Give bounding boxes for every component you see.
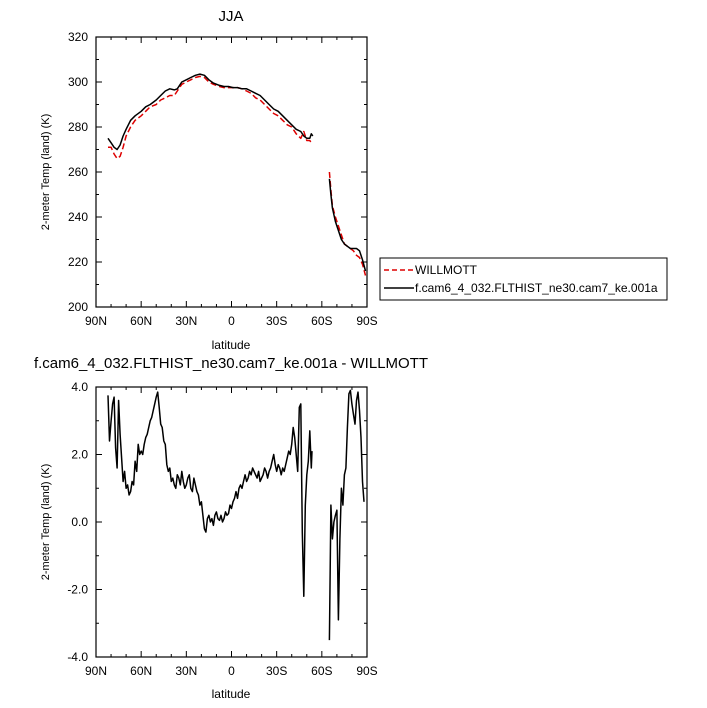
top-x-tick-label: 60S (311, 314, 332, 328)
top-plot-frame (95, 36, 368, 308)
top-chart-title: JJA (218, 8, 243, 25)
top-y-tick-label: 280 (68, 120, 88, 134)
top-y-axis-label: 2-meter Temp (land) (K) (40, 114, 52, 231)
top-x-axis-label: latitude (212, 338, 251, 352)
bottom-tick-marks (95, 386, 368, 658)
bottom-x-tick-label: 30S (266, 664, 287, 678)
top-x-tick-label: 30N (175, 314, 197, 328)
bottom-series-lines (107, 389, 365, 641)
bottom-x-tick-label: 90S (356, 664, 377, 678)
bottom-plot-frame (95, 386, 368, 658)
legend-model-label: f.cam6_4_032.FLTHIST_ne30.cam7_ke.001a (415, 281, 658, 295)
top-tick-marks (95, 36, 368, 308)
top-x-tick-label: 30S (266, 314, 287, 328)
top-tick-labels: 90N 60N 30N 0 30S 60S 90S 200 220 240 260 280 300 320 (68, 30, 378, 328)
top-series-lines (107, 73, 367, 276)
bottom-chart-title: f.cam6_4_032.FLTHIST_ne30.cam7_ke.001a -… (34, 355, 428, 372)
bottom-y-tick-label: -4.0 (67, 650, 88, 664)
top-y-tick-label: 220 (68, 255, 88, 269)
top-panel: JJA 90N 60N 30N 0 30S 60S 90S 200 220 240 260 280 30… (40, 8, 378, 352)
top-x-tick-label: 90N (85, 314, 107, 328)
top-x-tick-label: 0 (228, 314, 235, 328)
bottom-x-tick-label: 60N (130, 664, 152, 678)
bottom-x-tick-label: 90N (85, 664, 107, 678)
top-y-tick-label: 260 (68, 165, 88, 179)
top-y-tick-label: 300 (68, 75, 88, 89)
bottom-series-line-0 (107, 391, 313, 598)
bottom-x-tick-label: 0 (228, 664, 235, 678)
legend-willmott-label: WILLMOTT (415, 263, 478, 277)
top-series-line-1 (328, 178, 367, 272)
top-series-line-1 (107, 73, 314, 151)
top-y-tick-label: 320 (68, 30, 88, 44)
bottom-series-line-0 (328, 389, 365, 641)
bottom-panel: f.cam6_4_032.FLTHIST_ne30.cam7_ke.001a -… (34, 355, 428, 701)
top-x-tick-label: 90S (356, 314, 377, 328)
top-series-line-0 (328, 171, 367, 276)
bottom-x-axis-label: latitude (212, 687, 251, 701)
bottom-y-tick-label: 2.0 (71, 448, 88, 462)
bottom-x-tick-label: 60S (311, 664, 332, 678)
top-x-tick-label: 60N (130, 314, 152, 328)
top-series-line-0 (108, 75, 312, 160)
bottom-y-axis-label: 2-meter Temp (land) (K) (40, 464, 52, 581)
legend: WILLMOTT f.cam6_4_032.FLTHIST_ne30.cam7_… (379, 257, 668, 301)
bottom-y-tick-label: 4.0 (71, 380, 88, 394)
legend-box (379, 257, 668, 301)
top-y-tick-label: 200 (68, 300, 88, 314)
bottom-y-tick-label: -2.0 (67, 583, 88, 597)
bottom-y-tick-label: 0.0 (71, 515, 88, 529)
bottom-tick-labels: 90N 60N 30N 0 30S 60S 90S -4.0 -2.0 0.0 2.0 4.0 (67, 380, 377, 678)
bottom-x-tick-label: 30N (175, 664, 197, 678)
top-y-tick-label: 240 (68, 210, 88, 224)
